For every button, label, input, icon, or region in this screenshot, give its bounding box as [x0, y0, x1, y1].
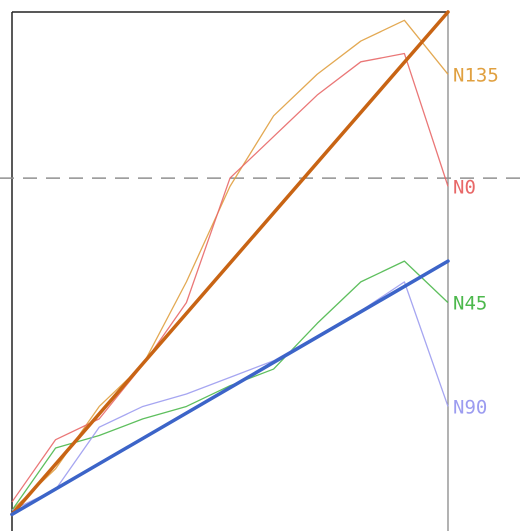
series-line-n90 — [11, 281, 449, 511]
series-label-n0: N0 — [453, 176, 476, 198]
series-end-labels: N135 N0 N45 N90 — [453, 64, 499, 418]
series-lines — [11, 19, 449, 511]
fit-lines — [10, 10, 450, 517]
series-line-n45 — [11, 260, 449, 511]
series-line-n135 — [11, 19, 449, 511]
series-line-n0 — [11, 52, 449, 503]
series-label-n90: N90 — [453, 396, 487, 418]
series-label-n135: N135 — [453, 64, 499, 86]
fit-line-1 — [10, 10, 450, 517]
series-label-n45: N45 — [453, 293, 487, 315]
fit-line-2 — [10, 259, 450, 517]
plot-frame — [0, 11, 523, 531]
